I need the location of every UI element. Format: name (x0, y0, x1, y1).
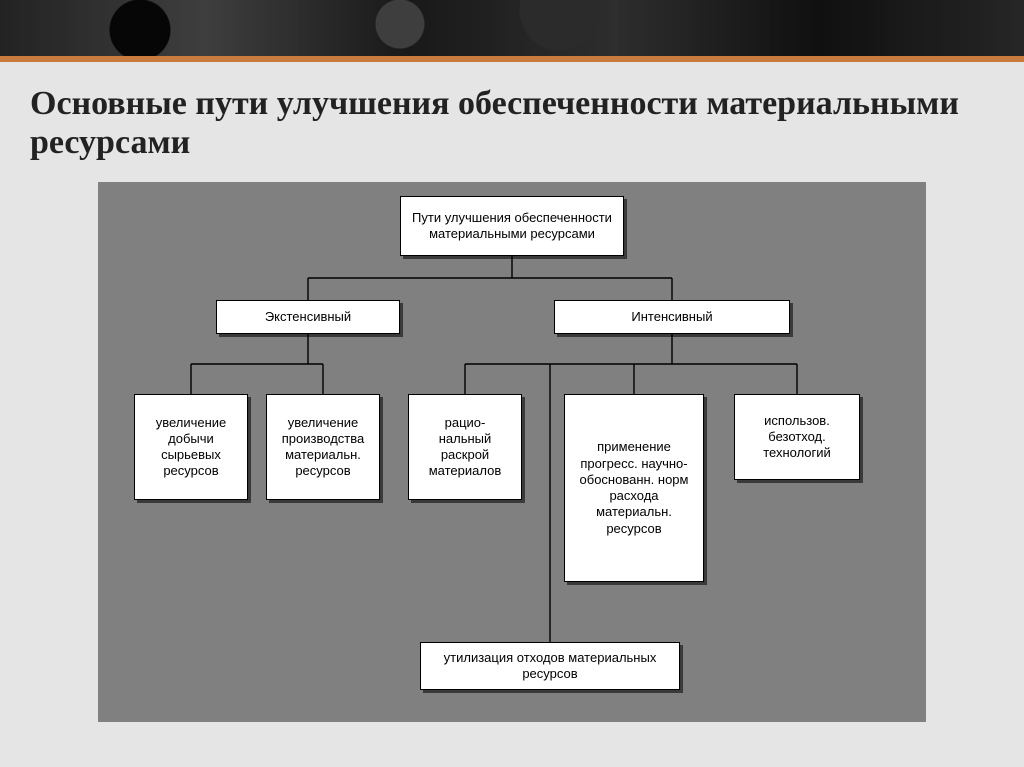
diagram-canvas: Пути улучшения обеспеченности материальн… (98, 182, 926, 722)
node-r1: рацио- нальный раскрой материалов (408, 394, 522, 500)
node-l2: увеличение производства материальн. ресу… (266, 394, 380, 500)
node-left: Экстенсивный (216, 300, 400, 334)
node-right: Интенсивный (554, 300, 790, 334)
node-r3: использов. безотход. технологий (734, 394, 860, 480)
node-r4: утилизация отходов материальных ресурсов (420, 642, 680, 690)
title-area: Основные пути улучшения обеспеченности м… (0, 62, 1024, 168)
slide-title: Основные пути улучшения обеспеченности м… (30, 84, 994, 162)
node-l1: увеличение добычи сырьевых ресурсов (134, 394, 248, 500)
decorative-header-strip (0, 0, 1024, 56)
node-root: Пути улучшения обеспеченности материальн… (400, 196, 624, 256)
node-r2: применение прогресс. научно-обоснованн. … (564, 394, 704, 582)
